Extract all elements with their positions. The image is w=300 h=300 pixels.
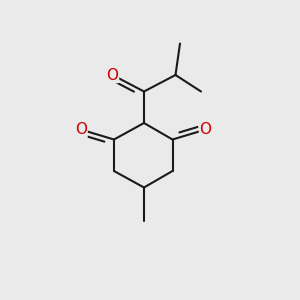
Text: O: O (200, 122, 211, 137)
Text: O: O (75, 122, 87, 137)
Text: O: O (106, 68, 119, 82)
